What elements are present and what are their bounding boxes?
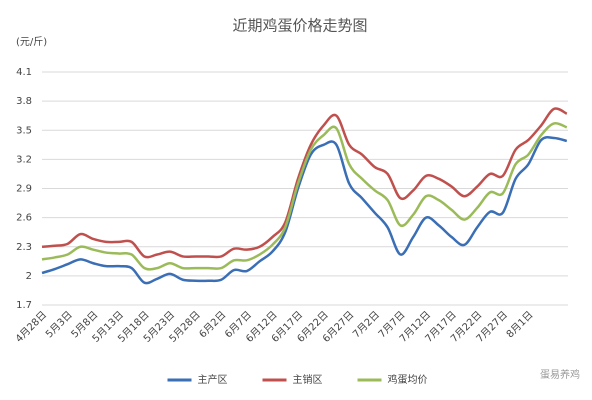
series-line <box>41 136 568 285</box>
y-tick-label: 2.3 <box>16 242 32 253</box>
y-tick-label: 2.6 <box>16 213 32 224</box>
series-line <box>41 107 568 259</box>
legend-label: 主销区 <box>293 373 323 386</box>
chart-title: 近期鸡蛋价格走势图 <box>232 17 367 35</box>
legend-label: 鸡蛋均价 <box>388 373 428 386</box>
y-axis-label: (元/斤) <box>16 36 47 48</box>
y-tick-label: 4.1 <box>16 67 32 78</box>
y-tick-label: 3.2 <box>16 154 32 165</box>
y-tick-label: 2 <box>26 271 32 282</box>
y-tick-label: 1.7 <box>16 300 32 311</box>
y-tick-label: 3.8 <box>16 96 32 107</box>
watermark: 蛋易养鸡 <box>540 368 580 381</box>
legend-label: 主产区 <box>198 373 228 386</box>
series-line <box>41 121 568 271</box>
y-tick-label: 3.5 <box>16 125 32 136</box>
y-tick-label: 2.9 <box>16 184 32 195</box>
